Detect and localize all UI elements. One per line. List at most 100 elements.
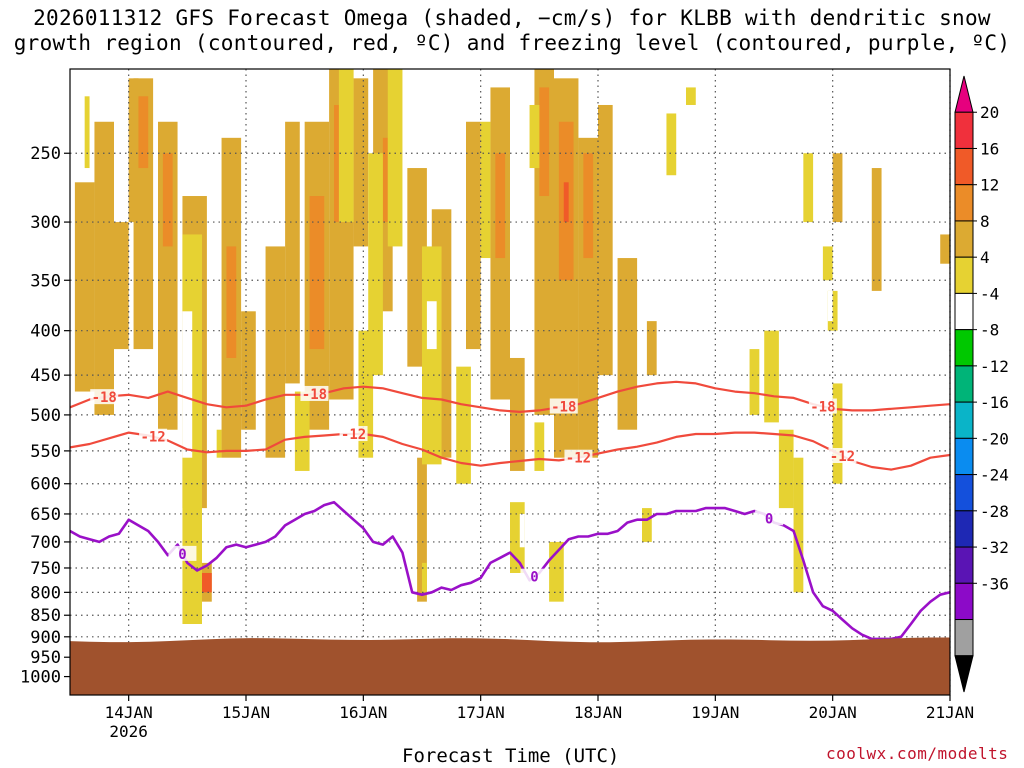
colorbar-swatch — [954, 184, 974, 222]
chart-title-line-1: 2026011312 GFS Forecast Omega (shaded, −… — [33, 6, 991, 30]
y-tick-label-900: 900 — [30, 628, 61, 648]
omega-cell-59 — [519, 513, 525, 548]
y-tick-label-850: 850 — [30, 606, 61, 626]
x-tick-label-17JAN: 17JAN — [457, 703, 505, 722]
colorbar-swatch — [954, 329, 974, 367]
contour-label-bg — [549, 398, 578, 414]
contour--18-line — [70, 380, 950, 413]
colorbar-label-4: 4 — [980, 248, 990, 267]
omega-cell-38 — [598, 104, 613, 376]
contour-0-line — [70, 500, 950, 641]
omega-cell-40 — [646, 321, 657, 376]
colorbar-swatch — [954, 546, 974, 584]
x-tick-sublabel: 2026 — [109, 722, 148, 741]
omega-cell-53 — [422, 246, 442, 465]
y-tick-label-500: 500 — [30, 406, 61, 426]
colorbar-label--8: -8 — [980, 321, 999, 340]
colorbar-swatch — [954, 619, 974, 657]
colorbar-label-20: 20 — [980, 103, 999, 122]
omega-cell-67 — [764, 330, 779, 423]
y-tick-label-600: 600 — [30, 475, 61, 495]
colorbar-cap-top — [954, 75, 974, 113]
colorbar: 20 16 12 8 4 -4 -8 -12 -16 -20 -24 -28 -32 -36 — [954, 75, 1009, 693]
contour-label-0: 0 — [530, 570, 538, 586]
omega-cell-39 — [617, 258, 638, 430]
x-axis-label: Forecast Time (UTC) — [402, 745, 620, 767]
x-tick-label-16JAN: 16JAN — [339, 703, 387, 722]
contour-label--12: -12 — [341, 427, 366, 443]
omega-cell-27 — [466, 121, 481, 350]
omega-cell-74 — [832, 383, 843, 484]
omega-cell-55 — [422, 562, 427, 593]
omega-shading — [74, 69, 950, 625]
contour-label-bg — [168, 545, 197, 561]
y-tick-label-1000: 1000 — [20, 668, 61, 688]
omega-cell-47 — [216, 429, 222, 458]
colorbar-label-8: 8 — [980, 212, 990, 231]
omega-cell-0 — [74, 182, 95, 392]
y-tick-label-750: 750 — [30, 559, 61, 579]
y-tick-label-450: 450 — [30, 366, 61, 386]
credit-link[interactable]: coolwx.com/modelts — [826, 744, 1009, 763]
contour-label-bg — [564, 449, 593, 465]
omega-cell-61 — [534, 422, 545, 471]
colorbar-label--28: -28 — [980, 502, 1009, 521]
colorbar-swatch — [954, 256, 974, 294]
contour-label--18: -18 — [810, 400, 835, 416]
colorbar-label--4: -4 — [980, 284, 999, 303]
omega-cell-51 — [368, 153, 383, 376]
omega-cell-25 — [417, 457, 427, 602]
contour-label-0: 0 — [178, 547, 186, 563]
omega-cell-14 — [241, 311, 256, 430]
omega-cell-63 — [642, 508, 652, 542]
omega-cell-5 — [138, 96, 149, 169]
colorbar-swatch — [954, 401, 974, 439]
omega-cell-44 — [84, 96, 90, 169]
contour-label--12: -12 — [830, 449, 855, 465]
omega-cell-48 — [294, 391, 310, 471]
omega-cell-15 — [265, 246, 286, 458]
y-tick-label-400: 400 — [30, 322, 61, 342]
colorbar-swatch — [954, 474, 974, 512]
colorbar-label-16: 16 — [980, 139, 999, 158]
omega-cell-43 — [940, 234, 950, 264]
colorbar-label--24: -24 — [980, 466, 1009, 485]
contour-label-bg — [300, 385, 329, 401]
omega-cell-37 — [583, 153, 594, 259]
omega-cell-56 — [456, 366, 471, 484]
colorbar-cap-bottom — [954, 655, 974, 693]
y-tick-label-350: 350 — [30, 271, 61, 291]
omega-cell-32 — [539, 87, 550, 197]
colorbar-swatch — [954, 220, 974, 258]
contour-label-bg — [755, 510, 784, 526]
colorbar-label--20: -20 — [980, 429, 1009, 448]
x-tick-label-19JAN: 19JAN — [691, 703, 739, 722]
x-tick-label-21JAN: 21JAN — [926, 703, 974, 722]
contour-label-bg — [808, 398, 837, 414]
colorbar-swatch — [954, 365, 974, 403]
x-tick-label-15JAN: 15JAN — [222, 703, 270, 722]
colorbar-label--16: -16 — [980, 393, 1009, 412]
omega-cell-70 — [803, 153, 814, 223]
colorbar-label--32: -32 — [980, 538, 1009, 557]
contour-label--18: -18 — [302, 387, 327, 403]
omega-cell-69 — [793, 457, 804, 593]
contour-label--12: -12 — [566, 451, 591, 467]
colorbar-swatch — [954, 437, 974, 476]
omega-cell-30 — [510, 357, 525, 471]
omega-cell-2 — [114, 222, 129, 350]
x-tick-label-18JAN: 18JAN — [574, 703, 622, 722]
omega-cell-57 — [480, 121, 491, 259]
contour-label-0: 0 — [765, 511, 773, 527]
omega-cell-1 — [94, 121, 114, 415]
omega-cell-7 — [162, 153, 173, 247]
contour-label-bg — [139, 428, 168, 444]
contour-label--18: -18 — [92, 390, 117, 406]
contour-label-bg — [339, 426, 368, 442]
terrain-below-ground — [70, 637, 950, 695]
contour-label--18: -18 — [551, 400, 576, 416]
contour--12-line — [70, 431, 950, 471]
chart-title: 2026011312 GFS Forecast Omega (shaded, −… — [0, 6, 1024, 56]
omega-cell-60 — [529, 104, 540, 169]
